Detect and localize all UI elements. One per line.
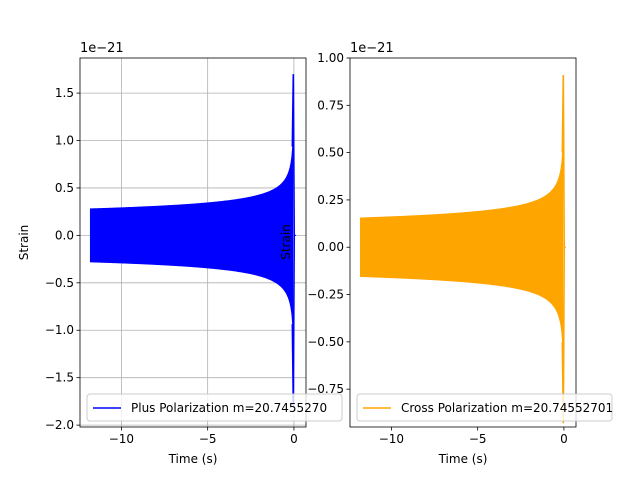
plus-y-tick-label: −2.0 (45, 418, 74, 432)
cross-y-tick-label: −0.25 (307, 288, 344, 302)
cross-offset-text: 1e−21 (350, 41, 394, 56)
plus-y-tick-label: −1.5 (45, 371, 74, 385)
plus-y-tick-label: −1.0 (45, 323, 74, 337)
plus-y-axis-label: Strain (17, 225, 31, 261)
cross-waveform-body (359, 149, 564, 345)
cross-y-ticks: −0.75 −0.50 −0.25 0.00 0.25 0.50 0.75 1.00 (307, 51, 350, 396)
plus-y-tick-label: 0.5 (55, 181, 74, 195)
plus-y-tick-label: 1.0 (55, 134, 74, 148)
cross-y-tick-label: 0.25 (317, 193, 344, 207)
plus-x-tick-label: −10 (109, 432, 134, 446)
plus-y-tick-label: −0.5 (45, 276, 74, 290)
plus-polarization-panel: −10 −5 0 −2.0 −1.5 −1.0 −0.5 0.0 0.5 1.0 1.5 1e−2… (17, 41, 343, 466)
cross-y-tick-label: 0.75 (317, 98, 344, 112)
plus-legend-box (86, 393, 343, 422)
cross-axes-frame (349, 57, 577, 428)
plus-legend: Plus Polarization m=20.7455270 (86, 393, 343, 422)
cross-y-tick-label: 0.00 (317, 240, 344, 254)
cross-legend: Cross Polarization m=20.74552701 (356, 393, 613, 422)
plus-y-tick-label: 0.0 (55, 228, 74, 242)
cross-y-tick-label: 1.00 (317, 51, 344, 65)
plus-offset-text: 1e−21 (80, 41, 124, 56)
plus-x-tick-label: 0 (290, 432, 298, 446)
cross-y-axis-label: Strain (279, 224, 293, 260)
cross-waveform (359, 75, 566, 424)
plus-x-tick-label: −5 (199, 432, 217, 446)
plus-y-tick-label: 1.5 (55, 86, 74, 100)
cross-legend-label: Cross Polarization m=20.74552701 (401, 401, 613, 415)
plus-y-ticks: −2.0 −1.5 −1.0 −0.5 0.0 0.5 1.0 1.5 (45, 86, 80, 432)
plus-x-ticks: −10 −5 0 (109, 427, 298, 446)
cross-y-tick-label: −0.50 (307, 335, 344, 349)
plus-legend-label: Plus Polarization m=20.7455270 (131, 401, 327, 415)
cross-x-tick-label: −10 (379, 432, 404, 446)
cross-x-tick-label: 0 (560, 432, 568, 446)
cross-y-tick-label: 0.50 (317, 146, 344, 160)
cross-polarization-panel: −10 −5 0 −0.75 −0.50 −0.25 0.00 0.25 0.50 0.75 1.… (279, 41, 613, 466)
cross-x-axis-label: Time (s) (438, 452, 488, 466)
cross-x-ticks: −10 −5 0 (379, 427, 568, 446)
cross-y-tick-label: −0.75 (307, 382, 344, 396)
plus-waveform (89, 74, 296, 407)
plus-x-axis-label: Time (s) (168, 452, 218, 466)
plus-waveform-body (89, 145, 294, 326)
plus-axes-frame (79, 57, 307, 428)
cross-x-tick-label: −5 (469, 432, 487, 446)
cross-legend-box (356, 393, 613, 422)
